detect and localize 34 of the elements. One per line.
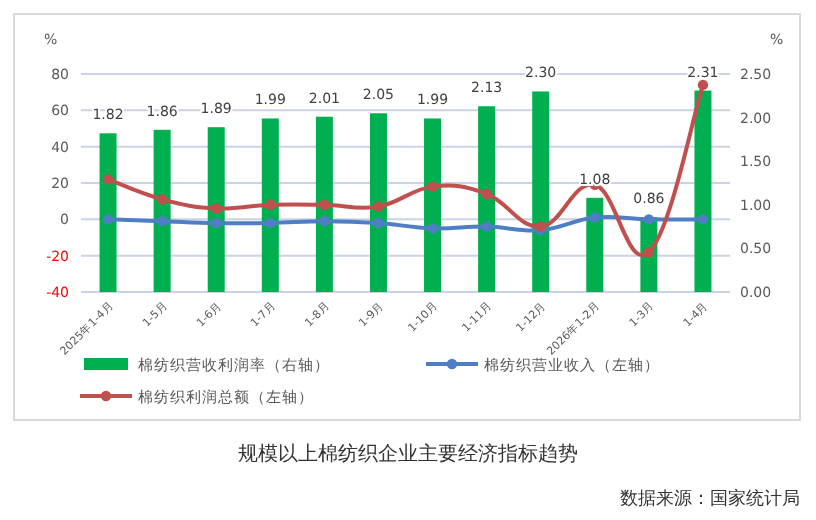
point [156,194,168,205]
point [211,217,222,229]
point [211,203,222,214]
point [481,188,492,200]
point [697,79,709,91]
bar [532,91,550,292]
point [427,223,438,234]
bar [261,118,279,292]
point [265,199,276,210]
bar [369,113,387,292]
bar [315,116,333,292]
point [643,246,655,258]
point [319,199,330,210]
point [373,201,384,212]
point [589,212,600,223]
text: 规模以上棉纺织企业主要经济指标趋势 [238,442,578,466]
bar [99,133,117,292]
source-note: 数据来源：国家统计局 [620,488,800,510]
bar [694,90,712,292]
point [643,214,655,225]
point [319,215,330,227]
bar [424,118,442,292]
point [697,214,709,225]
bar [153,129,171,292]
bar [586,197,604,292]
point [156,215,168,227]
bar [478,106,496,292]
bar [207,127,225,292]
point [373,217,384,229]
point [102,174,114,185]
point [265,217,276,229]
point [102,214,114,225]
point [481,221,492,232]
point [427,181,438,192]
